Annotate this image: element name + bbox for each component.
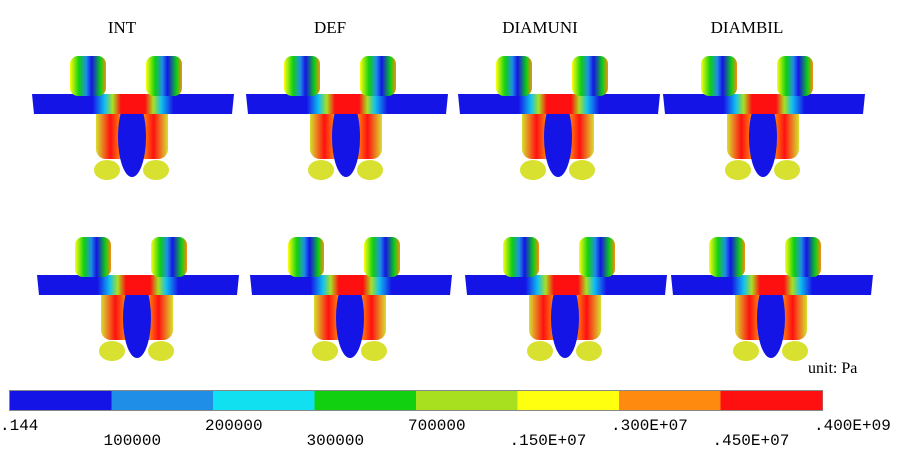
colorbar-label: .144 [0, 417, 38, 435]
colorbar-segment [518, 391, 620, 410]
unit-label: unit: Pa [808, 360, 857, 377]
colorbar-segment [112, 391, 214, 410]
stress-plot [458, 56, 660, 180]
stress-plot [465, 237, 667, 361]
colorbar-segment [10, 391, 112, 410]
colorbar-label: .150E+07 [510, 432, 587, 450]
colorbar-label: 100000 [104, 432, 162, 450]
colorbar-label: .400E+09 [814, 417, 891, 435]
colorbar-segment [416, 391, 518, 410]
colorbar-label: .450E+07 [713, 432, 790, 450]
column-label: DEF [314, 18, 346, 37]
colorbar-label: 700000 [408, 417, 466, 435]
stress-plot [250, 237, 452, 361]
colorbar-label: 300000 [307, 432, 365, 450]
colorbar-segment [619, 391, 721, 410]
stress-plot [37, 237, 239, 361]
stress-plot [663, 56, 865, 180]
stress-plot [32, 56, 234, 180]
column-label: DIAMUNI [502, 18, 578, 37]
stress-plot [246, 56, 448, 180]
result-plots [32, 56, 873, 361]
column-label: DIAMBIL [711, 18, 784, 37]
stress-plot [671, 237, 873, 361]
colorbar-segment [721, 391, 823, 410]
colorbar: .144 100000 200000 300000 700000 .150E+07 .300… [0, 390, 891, 450]
colorbar-label: .300E+07 [611, 417, 688, 435]
colorbar-segment [315, 391, 417, 410]
colorbar-label: 200000 [205, 417, 263, 435]
figure: INT DEF DIAMUNI DIAMBIL unit: Pa .144 100000… [0, 0, 921, 451]
column-labels: INT DEF DIAMUNI DIAMBIL [108, 18, 784, 37]
column-label: INT [108, 18, 137, 37]
colorbar-segment [213, 391, 315, 410]
